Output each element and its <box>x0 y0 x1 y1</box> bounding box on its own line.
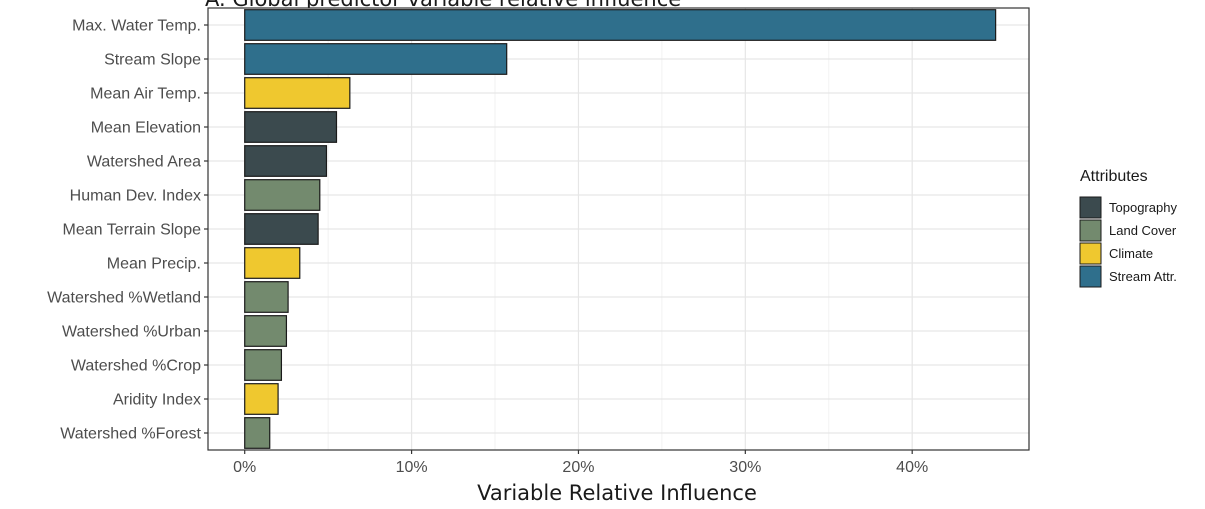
y-tick-label: Watershed %Forest <box>60 426 201 443</box>
bar <box>244 111 338 143</box>
legend-key <box>1079 242 1102 265</box>
bar <box>244 213 319 245</box>
y-tick-label: Mean Precip. <box>107 256 201 273</box>
y-tick-label: Stream Slope <box>104 52 201 69</box>
x-tick-label: 20% <box>562 459 594 476</box>
legend-key <box>1079 196 1102 219</box>
legend-label: Stream Attr. <box>1109 269 1177 284</box>
legend-label: Topography <box>1109 200 1177 215</box>
legend-label: Climate <box>1109 246 1153 261</box>
bar <box>244 247 301 279</box>
bar <box>244 179 321 211</box>
chart-title: A. Global predictor variable relative in… <box>205 0 681 11</box>
y-tick-label: Watershed %Crop <box>71 358 201 375</box>
legend-label: Land Cover <box>1109 223 1177 238</box>
y-tick-label: Watershed %Wetland <box>47 290 201 307</box>
x-tick-label: 40% <box>896 459 928 476</box>
y-tick-label: Human Dev. Index <box>70 188 201 205</box>
y-tick-label: Watershed Area <box>87 154 201 171</box>
bar <box>244 281 289 313</box>
y-tick-label: Mean Air Temp. <box>90 86 201 103</box>
bar <box>244 9 997 41</box>
legend-key <box>1079 265 1102 288</box>
y-tick-label: Watershed %Urban <box>62 324 201 341</box>
legend-title: Attributes <box>1080 168 1148 185</box>
bar <box>244 145 328 177</box>
bar <box>244 43 508 75</box>
legend-key <box>1079 219 1102 242</box>
x-tick-label: 10% <box>396 459 428 476</box>
bar <box>244 77 351 109</box>
legend: Attributes Topography Land Cover Climate St… <box>1079 168 1177 288</box>
plot-area: Max. Water Temp. Stream Slope Mean Air Tem… <box>47 7 1030 476</box>
bar <box>244 315 288 347</box>
x-axis-label: Variable Relative Influence <box>477 481 757 505</box>
bar <box>244 417 271 449</box>
y-tick-label: Max. Water Temp. <box>72 18 201 35</box>
y-tick-label: Aridity Index <box>113 392 201 409</box>
x-tick-label: 30% <box>729 459 761 476</box>
bar <box>244 349 283 381</box>
bar <box>244 383 279 415</box>
y-tick-label: Mean Terrain Slope <box>63 222 202 239</box>
x-tick-label: 0% <box>233 459 256 476</box>
y-tick-label: Mean Elevation <box>91 120 201 137</box>
